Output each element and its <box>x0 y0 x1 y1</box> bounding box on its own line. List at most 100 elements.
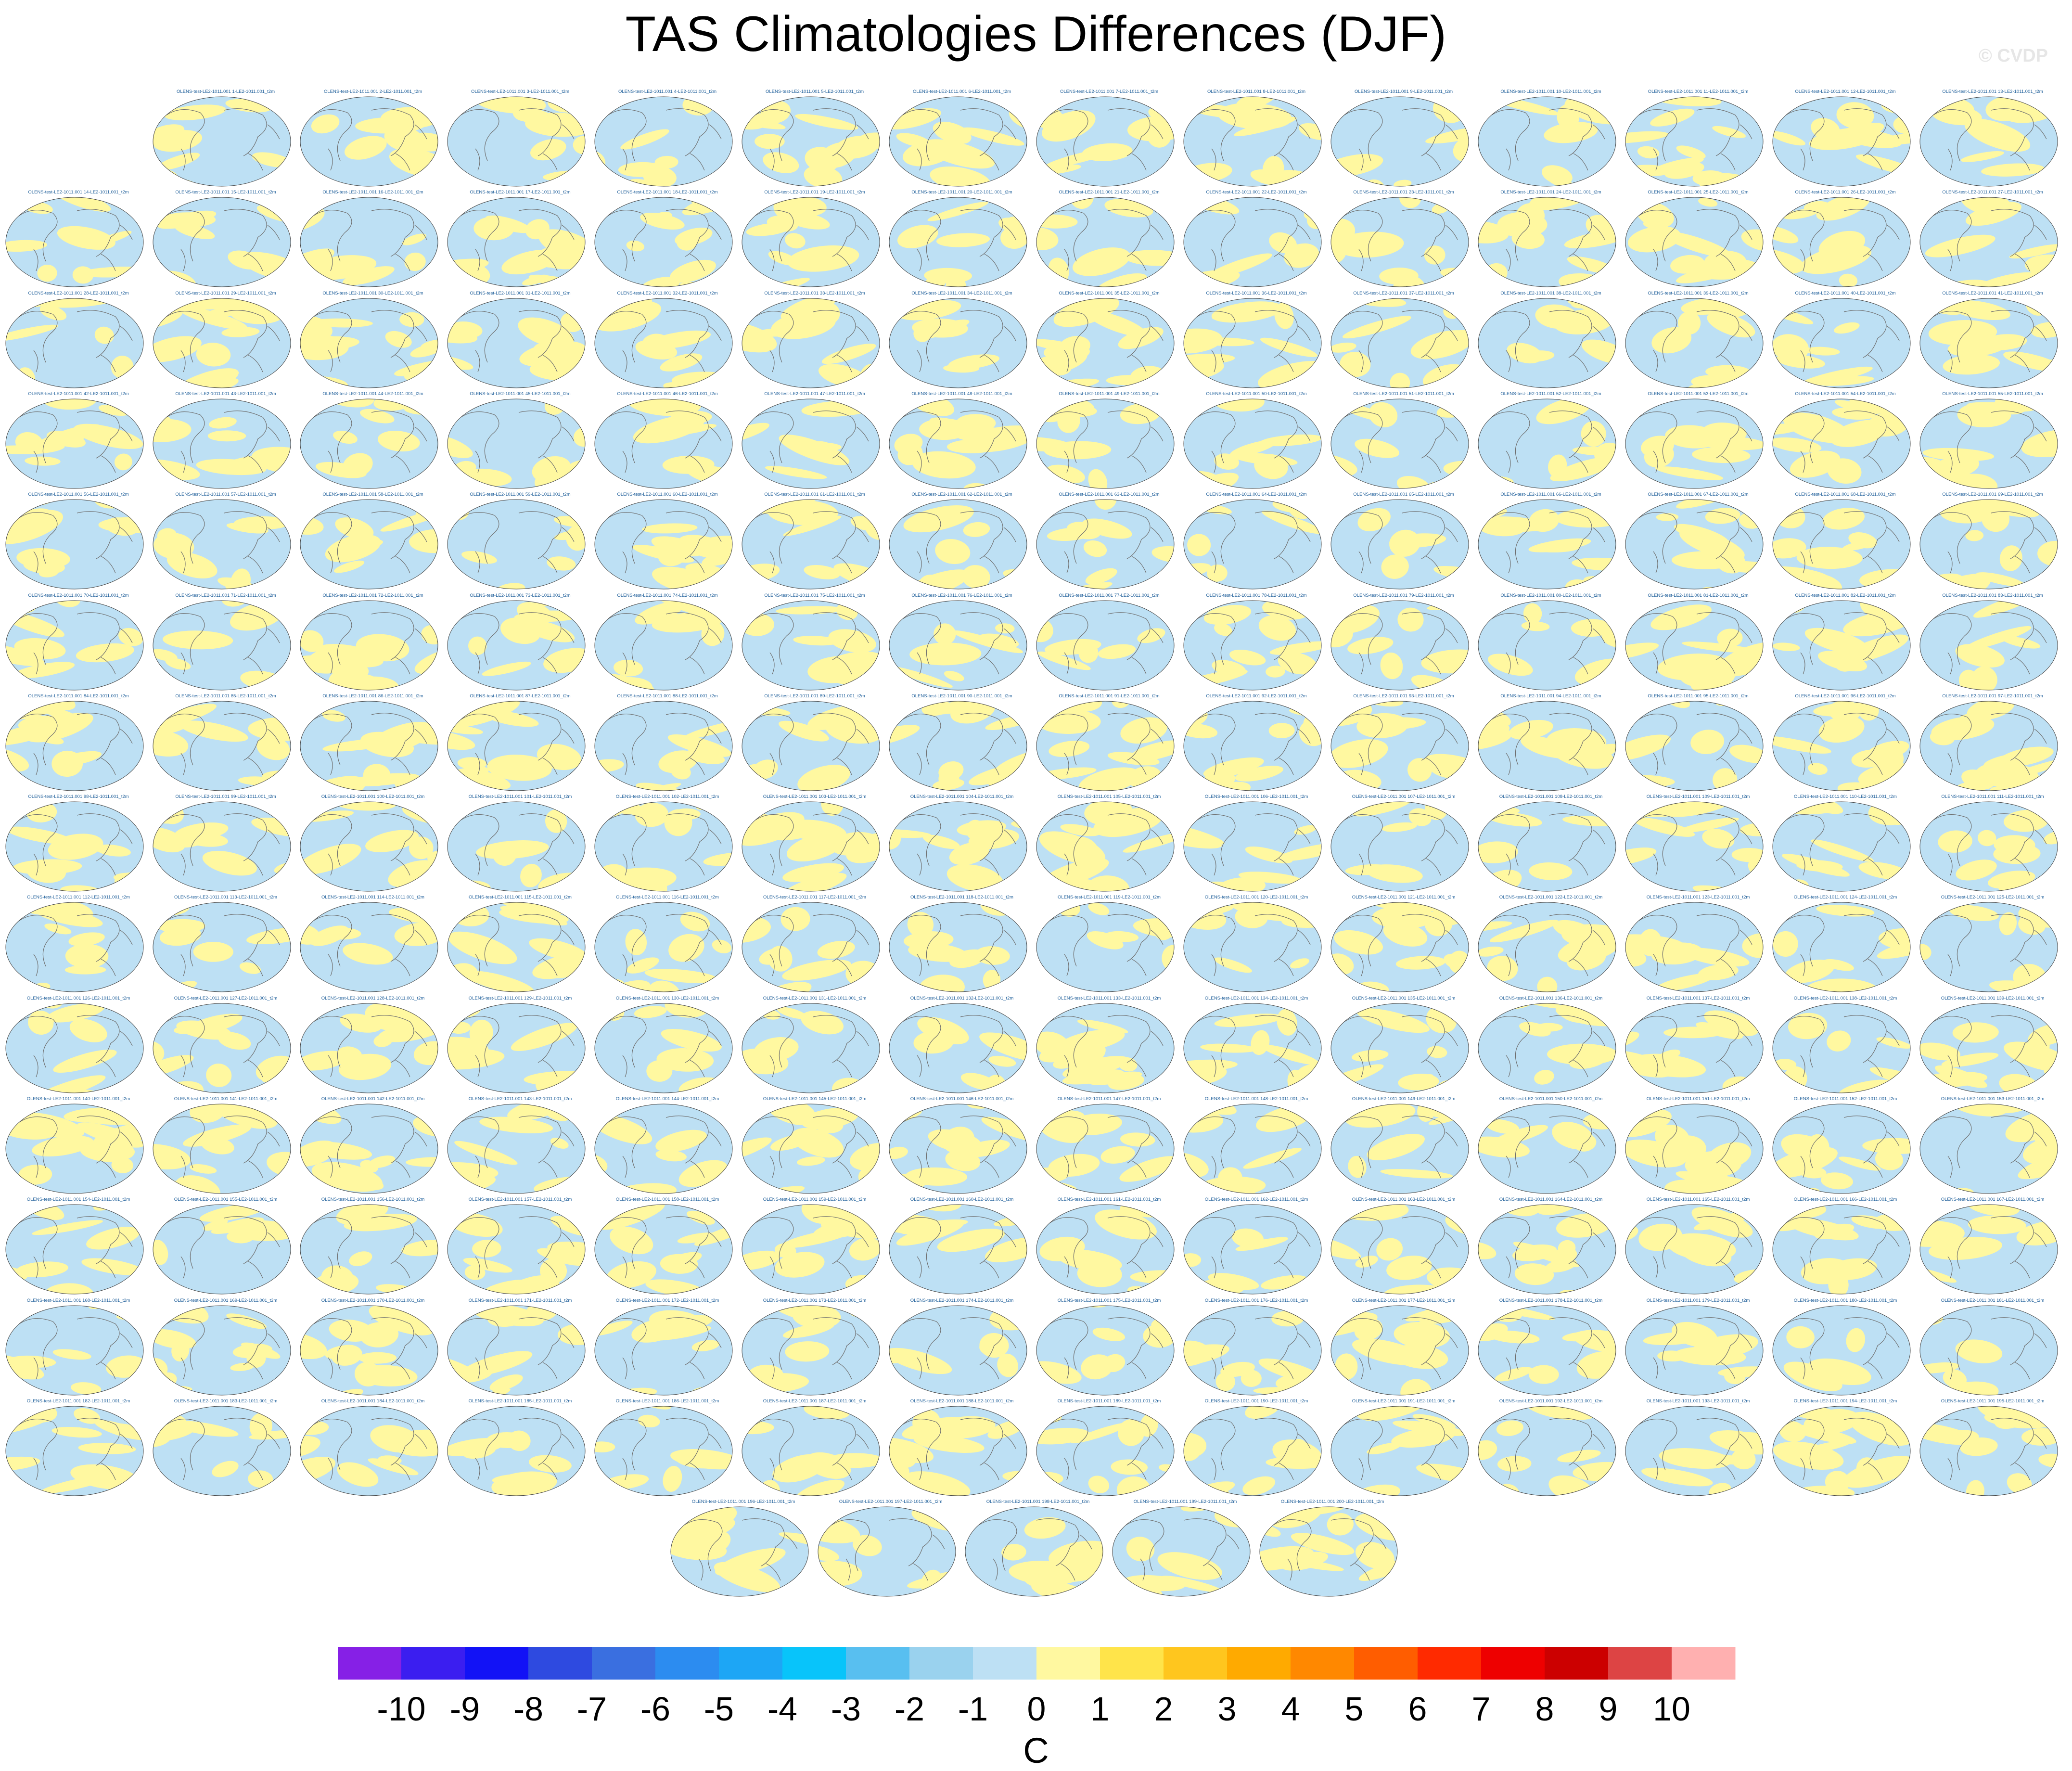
panel-label: OLENS-test-LE2-1011.001 185-LE2-1011.001… <box>468 1398 572 1404</box>
positive-anomaly-patch <box>206 1063 232 1087</box>
panel-label: OLENS-test-LE2-1011.001 124-LE2-1011.001… <box>1793 895 1897 900</box>
positive-anomaly-patch <box>520 864 542 887</box>
coastline <box>313 1216 427 1279</box>
positive-anomaly-patch <box>1981 163 2045 177</box>
positive-anomaly-patch <box>932 778 965 790</box>
positive-anomaly-patch <box>706 1495 732 1496</box>
coastline <box>902 1014 1016 1077</box>
coastline <box>1638 309 1752 372</box>
positive-anomaly-patch <box>377 1005 438 1033</box>
panel-label: OLENS-test-LE2-1011.001 160-LE2-1011.001… <box>910 1197 1014 1203</box>
positive-anomaly-patch <box>1521 736 1573 758</box>
positive-anomaly-patch <box>785 233 806 249</box>
map-outline <box>742 600 880 690</box>
positive-anomaly-patch <box>1692 885 1751 892</box>
positive-anomaly-patch <box>782 960 851 981</box>
positive-anomaly-patch <box>1356 1008 1430 1033</box>
positive-anomaly-patch <box>1572 558 1616 571</box>
positive-anomaly-patch <box>1269 232 1297 254</box>
map-outline <box>1919 902 2058 992</box>
positive-anomaly-patch <box>1628 226 1681 253</box>
coastline <box>1049 914 1164 976</box>
coastline <box>313 209 427 271</box>
positive-anomaly-patch <box>614 659 643 677</box>
positive-anomaly-patch <box>1331 241 1347 266</box>
coastline <box>1933 410 2047 473</box>
positive-anomaly-patch <box>1299 123 1321 141</box>
map-panel: OLENS-test-LE2-1011.001 158-LE2-1011.001… <box>594 1197 741 1298</box>
global-map <box>1478 96 1616 187</box>
coastline <box>755 108 869 171</box>
positive-anomaly-patch <box>309 925 349 947</box>
positive-anomaly-patch <box>818 302 840 324</box>
positive-anomaly-patch <box>79 1139 135 1162</box>
map-outline <box>447 902 586 992</box>
global-map <box>1772 499 1911 590</box>
positive-anomaly-patch <box>1816 905 1875 917</box>
map-panel: OLENS-test-LE2-1011.001 151-LE2-1011.001… <box>1624 1096 1772 1197</box>
positive-anomaly-patch <box>1184 833 1222 849</box>
positive-anomaly-patch <box>1424 245 1445 265</box>
global-map <box>742 801 880 892</box>
map-panel: OLENS-test-LE2-1011.001 12-LE2-1011.001_… <box>1772 89 1919 190</box>
coastline <box>902 1116 1016 1178</box>
positive-anomaly-patch <box>1625 847 1657 865</box>
negative-anomaly-field <box>1331 398 1469 488</box>
global-map <box>1772 197 1911 287</box>
positive-anomaly-patch <box>1677 311 1701 334</box>
global-map <box>594 1003 733 1093</box>
positive-anomaly-patch <box>1058 1029 1125 1052</box>
panel-label: OLENS-test-LE2-1011.001 36-LE2-1011.001_… <box>1206 290 1307 296</box>
panel-label: OLENS-test-LE2-1011.001 58-LE2-1011.001_… <box>322 492 423 498</box>
positive-anomaly-patch <box>454 1141 518 1165</box>
map-outline <box>1478 499 1616 590</box>
coastline <box>1786 1317 1900 1379</box>
positive-anomaly-patch <box>1548 1475 1594 1496</box>
map-outline <box>1625 1204 1764 1295</box>
positive-anomaly-patch <box>642 523 698 534</box>
map-outline <box>300 902 438 992</box>
positive-anomaly-patch <box>404 253 426 271</box>
global-map <box>1330 600 1469 690</box>
positive-anomaly-patch <box>118 1485 143 1496</box>
panel-label: OLENS-test-LE2-1011.001 149-LE2-1011.001… <box>1352 1096 1456 1102</box>
panel-label: OLENS-test-LE2-1011.001 66-LE2-1011.001_… <box>1500 492 1601 498</box>
positive-anomaly-patch <box>153 1040 165 1064</box>
global-map <box>889 1305 1027 1396</box>
map-panel: OLENS-test-LE2-1011.001 55-LE2-1011.001_… <box>1919 391 2066 492</box>
positive-anomaly-patch <box>1119 1156 1174 1182</box>
positive-anomaly-patch <box>1060 824 1100 836</box>
map-outline <box>1036 801 1175 892</box>
panel-label: OLENS-test-LE2-1011.001 193-LE2-1011.001… <box>1646 1398 1750 1404</box>
map-panel: OLENS-test-LE2-1011.001 84-LE2-1011.001_… <box>5 693 152 795</box>
global-map <box>1919 1003 2058 1093</box>
global-map <box>300 902 438 992</box>
positive-anomaly-patch <box>703 852 732 866</box>
global-map <box>1478 499 1616 590</box>
positive-anomaly-patch <box>663 1465 682 1492</box>
global-map <box>447 398 586 489</box>
positive-anomaly-patch <box>1834 322 1860 334</box>
positive-anomaly-patch <box>626 241 645 252</box>
map-panel: OLENS-test-LE2-1011.001 32-LE2-1011.001_… <box>594 291 741 392</box>
map-outline <box>1478 600 1616 690</box>
positive-anomaly-patch <box>903 140 953 167</box>
panel-label: OLENS-test-LE2-1011.001 10-LE2-1011.001_… <box>1500 89 1601 94</box>
coastline <box>1933 1317 2047 1379</box>
global-map <box>889 1406 1027 1496</box>
coastline <box>1491 1116 1605 1178</box>
positive-anomaly-patch <box>1039 831 1106 865</box>
global-map <box>594 96 733 187</box>
positive-anomaly-patch <box>334 802 397 811</box>
global-map <box>447 1406 586 1496</box>
map-outline <box>889 1305 1027 1396</box>
panel-label: OLENS-test-LE2-1011.001 137-LE2-1011.001… <box>1646 995 1750 1001</box>
map-outline <box>1478 801 1616 892</box>
panel-label: OLENS-test-LE2-1011.001 56-LE2-1011.001_… <box>28 492 129 498</box>
map-panel: OLENS-test-LE2-1011.001 169-LE2-1011.001… <box>152 1298 299 1399</box>
map-panel: OLENS-test-LE2-1011.001 103-LE2-1011.001… <box>741 794 888 895</box>
positive-anomaly-patch <box>1001 1544 1026 1561</box>
positive-anomaly-patch <box>1509 719 1553 740</box>
positive-anomaly-patch <box>458 769 511 790</box>
positive-anomaly-patch <box>752 759 778 780</box>
